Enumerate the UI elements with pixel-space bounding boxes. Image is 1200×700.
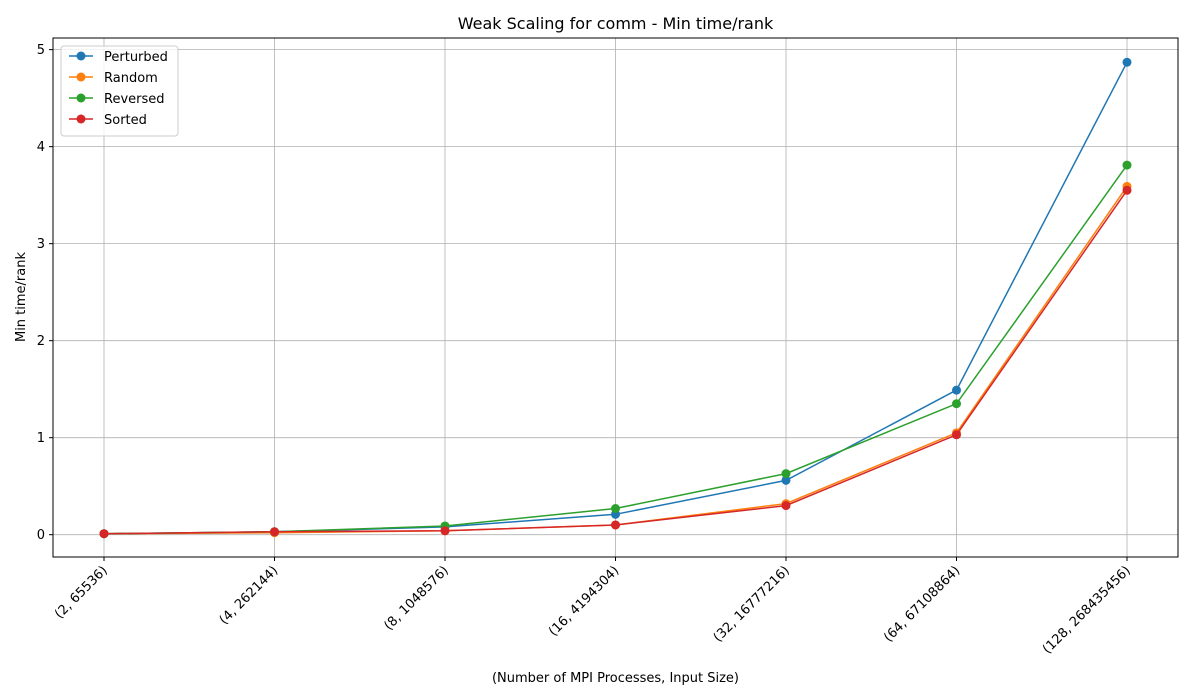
legend-item-perturbed: Perturbed [69, 50, 168, 65]
legend-label: Random [104, 71, 158, 86]
data-point [270, 527, 279, 537]
y-tick-label: 2 [37, 334, 45, 349]
legend-marker [76, 51, 86, 61]
x-tick-label: (128, 268435456) [1040, 563, 1134, 657]
legend-box [60, 45, 179, 137]
legend-marker [76, 72, 86, 82]
legend-label: Reversed [104, 92, 165, 107]
series-sorted [99, 185, 1132, 539]
data-point [781, 475, 791, 485]
data-point [781, 469, 791, 479]
legend-marker [76, 114, 86, 124]
grid-lines [53, 38, 1178, 557]
x-axis-ticks: (2, 65536) (4, 262144) (8, 1048576) (16, 41… [52, 557, 1134, 657]
data-point [952, 430, 961, 440]
legend-marker [76, 93, 86, 103]
data-point [1122, 57, 1132, 67]
y-tick-label: 4 [37, 140, 45, 155]
x-tick-label: (2, 65536) [52, 563, 111, 622]
legend-item-random: Random [69, 71, 158, 86]
data-point [99, 529, 109, 539]
chart-title: Weak Scaling for comm - Min time/rank [458, 14, 774, 33]
legend-label: Sorted [104, 113, 147, 128]
data-point [611, 520, 620, 530]
x-axis-label: (Number of MPI Processes, Input Size) [492, 671, 739, 686]
x-tick-label: (64, 67108864) [881, 563, 963, 645]
data-point [440, 526, 450, 536]
legend-item-sorted: Sorted [69, 113, 147, 128]
x-tick-label: (32, 16777216) [711, 563, 793, 645]
y-axis-label: Min time/rank [14, 252, 29, 343]
data-point [952, 399, 961, 409]
x-tick-label: (8, 1048576) [381, 563, 451, 633]
y-tick-label: 1 [37, 431, 45, 446]
y-tick-label: 5 [37, 43, 45, 58]
x-tick-label: (4, 262144) [217, 563, 282, 628]
data-point [781, 501, 791, 511]
y-axis-ticks: 0 1 2 3 4 5 [37, 43, 53, 543]
series-layer [99, 57, 1132, 539]
x-tick-label: (16, 4194304) [546, 563, 622, 639]
data-point [952, 385, 961, 395]
data-point [1122, 185, 1132, 195]
data-point [611, 503, 620, 513]
legend-label: Perturbed [104, 50, 168, 65]
legend-item-reversed: Reversed [69, 92, 165, 107]
data-point [1122, 160, 1132, 170]
legend: Perturbed Random Reversed Sorted [60, 45, 179, 137]
y-tick-label: 0 [37, 528, 45, 543]
y-tick-label: 3 [37, 237, 45, 252]
